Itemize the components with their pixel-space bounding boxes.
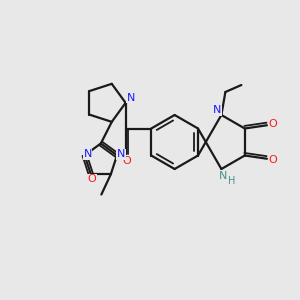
Text: N: N [213,105,222,115]
Text: O: O [268,119,277,129]
Text: H: H [228,176,235,186]
Text: O: O [268,155,277,165]
Text: O: O [122,156,131,166]
Text: O: O [88,174,96,184]
Text: O: O [122,156,131,166]
Text: N: N [219,171,228,181]
Text: N: N [219,171,228,181]
Text: O: O [88,174,96,184]
Text: N: N [83,149,92,159]
Text: N: N [117,149,125,159]
Text: N: N [83,149,92,159]
Text: N: N [126,93,135,103]
Text: N: N [213,105,222,115]
Text: O: O [268,155,277,165]
Text: H: H [228,176,235,186]
Text: N: N [126,93,135,103]
Text: N: N [117,149,125,159]
Text: O: O [268,119,277,129]
